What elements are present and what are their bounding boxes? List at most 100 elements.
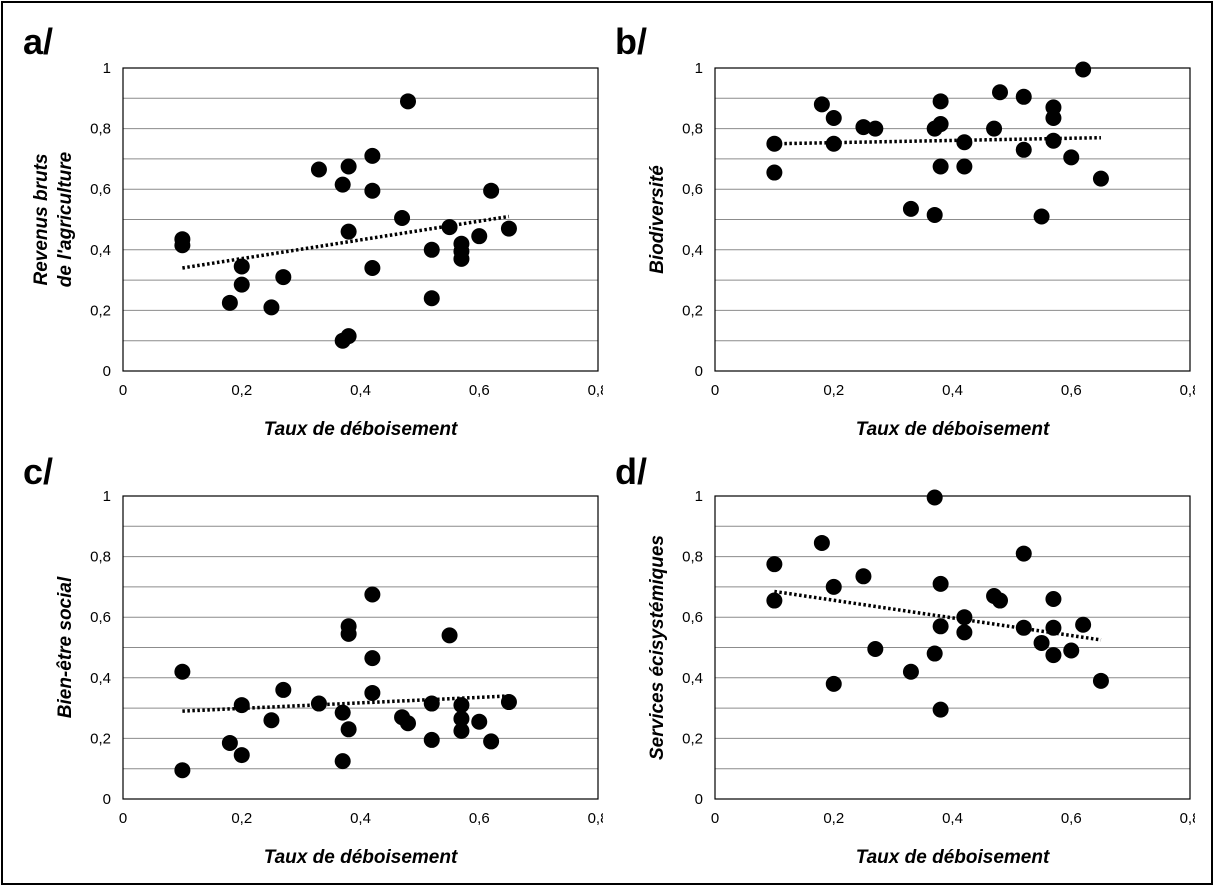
plot-area-frame [714, 67, 1191, 372]
x-tick-label: 0 [711, 810, 719, 827]
data-point [334, 176, 351, 193]
y-tick-label: 0,6 [90, 181, 111, 198]
y-tick-label: 0 [695, 791, 703, 808]
data-point [483, 182, 500, 199]
y-tick-label: 1 [695, 488, 703, 505]
data-point [1092, 170, 1109, 187]
y-tick-label: 1 [103, 488, 111, 505]
y-tick-label: 0 [103, 363, 111, 380]
data-point [500, 220, 517, 237]
data-point [1075, 616, 1092, 633]
data-point [423, 695, 440, 712]
data-point [1092, 672, 1109, 689]
data-point [1033, 208, 1050, 225]
data-point [766, 556, 783, 573]
x-tick-label: 0,2 [231, 382, 252, 399]
x-tick-label: 0,8 [1180, 810, 1195, 827]
data-point [932, 116, 949, 133]
data-point [423, 241, 440, 258]
data-point [364, 650, 381, 667]
y-tick-label: 0,4 [90, 242, 111, 259]
x-axis-title: Taux de déboisement [264, 419, 458, 440]
data-point [1063, 642, 1080, 659]
y-axis-title: Biodiversité [647, 165, 668, 274]
data-point [174, 762, 191, 779]
data-point [986, 120, 1003, 137]
data-point [902, 663, 919, 680]
y-tick-label: 1 [695, 60, 703, 77]
data-point [471, 713, 488, 730]
y-tick-label: 0,8 [90, 549, 111, 566]
data-point [825, 109, 842, 126]
data-point [263, 299, 280, 316]
data-point [1045, 591, 1062, 608]
x-tick-label: 0,4 [350, 382, 371, 399]
data-point [364, 586, 381, 603]
data-point [340, 158, 357, 175]
data-point [1015, 141, 1032, 158]
panel-letter-c: c/ [23, 451, 54, 492]
panel-letter-a: a/ [23, 21, 54, 62]
x-tick-label: 0 [119, 382, 127, 399]
data-point [275, 681, 292, 698]
data-point [275, 269, 292, 286]
y-tick-label: 0,4 [682, 242, 703, 259]
data-point [1015, 88, 1032, 105]
trend-line [774, 589, 1102, 642]
data-point [340, 328, 357, 345]
data-point [926, 206, 943, 223]
data-point [310, 695, 327, 712]
scatter-panel-d: 0 0,2 0,4 0,6 0,8 1 0 0,2 0,4 0,6 0,8 Taux de déboi… [647, 488, 1195, 868]
data-point [221, 294, 238, 311]
data-point [956, 134, 973, 151]
data-point [174, 663, 191, 680]
data-point [956, 609, 973, 626]
data-point [992, 592, 1008, 609]
data-point [394, 209, 411, 226]
x-tick-label: 0,2 [823, 382, 844, 399]
panel-letter-b: b/ [615, 21, 647, 62]
x-tick-label: 0,6 [1061, 810, 1082, 827]
data-point [233, 258, 250, 275]
data-point [1015, 545, 1032, 562]
y-tick-label: 0,2 [90, 302, 111, 319]
data-point [423, 290, 440, 307]
x-tick-label: 0,8 [588, 810, 603, 827]
y-tick-label: 0 [103, 791, 111, 808]
x-tick-label: 0,2 [231, 810, 252, 827]
data-point [932, 618, 949, 635]
scatter-panel-c: 0 0,2 0,4 0,6 0,8 1 0 0,2 0,4 0,6 0,8 Taux de déboi… [55, 488, 603, 868]
data-point [400, 93, 416, 110]
data-point [813, 534, 830, 551]
data-point [867, 120, 884, 137]
plot-area-frame [122, 495, 599, 800]
data-point [364, 259, 381, 276]
data-point [453, 722, 470, 739]
data-point [174, 237, 191, 254]
data-point [813, 96, 830, 113]
data-point [471, 228, 488, 245]
data-point [453, 697, 470, 714]
data-point [956, 624, 973, 641]
data-point [233, 276, 250, 293]
data-point [263, 712, 280, 729]
y-tick-label: 0,8 [682, 549, 703, 566]
data-point [233, 697, 250, 714]
data-point [364, 684, 381, 701]
y-axis-title: de l'agriculture [55, 151, 76, 287]
y-tick-label: 1 [103, 60, 111, 77]
data-point [364, 182, 381, 199]
data-point [441, 627, 458, 644]
data-point [932, 701, 949, 718]
data-point [334, 753, 351, 770]
scatter-panel-b: 0 0,2 0,4 0,6 0,8 1 0 0,2 0,4 0,6 0,8 Taux de déboi… [647, 60, 1195, 440]
data-point [766, 592, 783, 609]
x-tick-label: 0,6 [469, 810, 490, 827]
y-tick-label: 0 [695, 363, 703, 380]
y-tick-label: 0,2 [682, 730, 703, 747]
data-point [855, 568, 872, 585]
x-tick-label: 0,6 [1061, 382, 1082, 399]
data-point [766, 164, 783, 181]
data-point [1045, 647, 1062, 664]
